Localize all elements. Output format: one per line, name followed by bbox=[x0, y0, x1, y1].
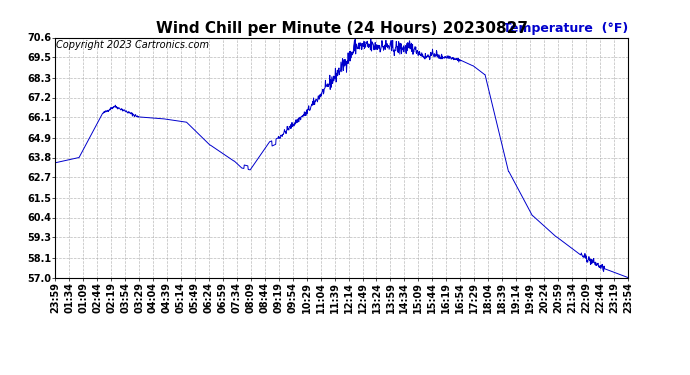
Title: Wind Chill per Minute (24 Hours) 20230827: Wind Chill per Minute (24 Hours) 2023082… bbox=[155, 21, 528, 36]
Text: Copyright 2023 Cartronics.com: Copyright 2023 Cartronics.com bbox=[56, 40, 209, 50]
Text: Temperature  (°F): Temperature (°F) bbox=[502, 22, 628, 35]
